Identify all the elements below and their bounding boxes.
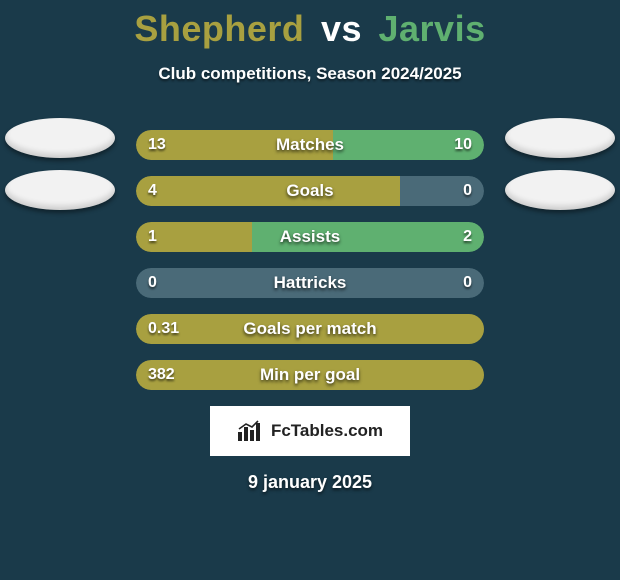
stat-value-right xyxy=(460,314,484,344)
stat-value-right xyxy=(460,360,484,390)
stat-row: 12Assists xyxy=(136,222,484,252)
stat-bar-right xyxy=(252,222,484,252)
stat-bar-track xyxy=(136,130,484,160)
stat-value-right: 0 xyxy=(451,268,484,298)
stat-row: 00Hattricks xyxy=(136,268,484,298)
stat-bar-left xyxy=(136,176,400,206)
brand-text: FcTables.com xyxy=(271,421,383,441)
stat-bar-track xyxy=(136,222,484,252)
stat-value-right: 2 xyxy=(451,222,484,252)
stat-value-left: 13 xyxy=(136,130,178,160)
stat-value-left: 1 xyxy=(136,222,169,252)
stat-value-left: 0 xyxy=(136,268,169,298)
player2-badge-placeholder xyxy=(505,118,615,158)
player1-badge-placeholder xyxy=(5,118,115,158)
stat-value-right: 0 xyxy=(451,176,484,206)
brand-box: FcTables.com xyxy=(210,406,410,456)
stat-value-left: 382 xyxy=(136,360,187,390)
stat-value-left: 0.31 xyxy=(136,314,191,344)
stat-value-right: 10 xyxy=(442,130,484,160)
comparison-title: Shepherd vs Jarvis xyxy=(0,0,620,50)
player1-name: Shepherd xyxy=(134,8,304,49)
stat-bar-track xyxy=(136,360,484,390)
stat-row: 40Goals xyxy=(136,176,484,206)
stat-bar-track xyxy=(136,268,484,298)
date-label: 9 january 2025 xyxy=(0,472,620,493)
subtitle: Club competitions, Season 2024/2025 xyxy=(0,64,620,84)
stat-bar-track xyxy=(136,176,484,206)
vs-label: vs xyxy=(321,8,362,49)
stat-row: 382Min per goal xyxy=(136,360,484,390)
stat-value-left: 4 xyxy=(136,176,169,206)
brand-chart-icon xyxy=(237,420,265,442)
player2-badge-placeholder xyxy=(505,170,615,210)
stat-row: 0.31Goals per match xyxy=(136,314,484,344)
stat-bars: 1310Matches40Goals12Assists00Hattricks0.… xyxy=(136,130,484,390)
player2-name: Jarvis xyxy=(379,8,486,49)
player1-badge-placeholder xyxy=(5,170,115,210)
stat-row: 1310Matches xyxy=(136,130,484,160)
stat-bar-left xyxy=(136,360,484,390)
